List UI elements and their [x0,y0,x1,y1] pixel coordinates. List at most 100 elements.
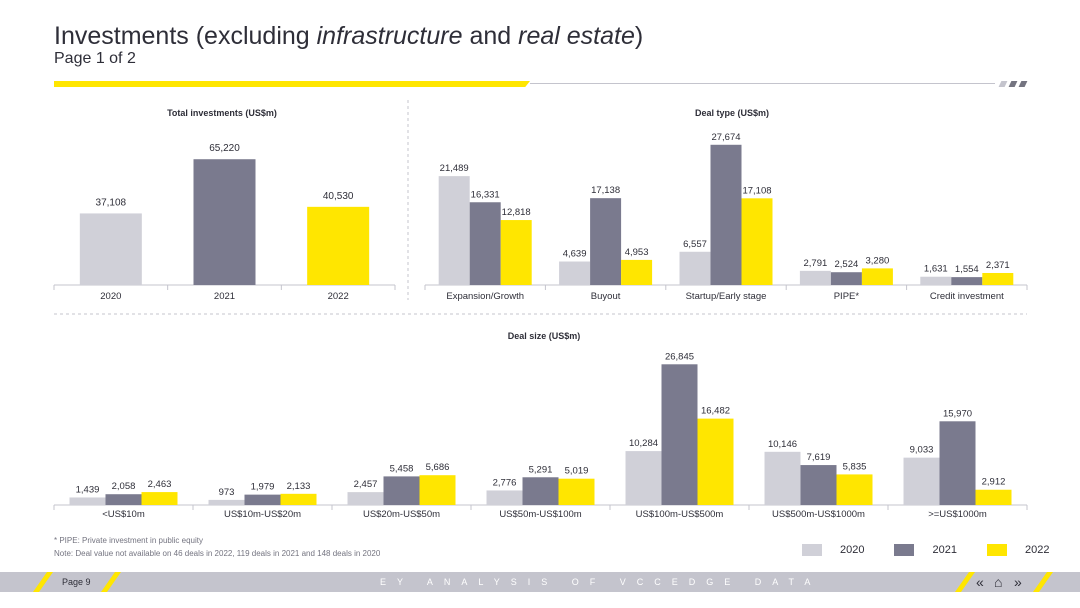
x-tick-label-expansion-growth: Expansion/Growth [446,291,524,302]
data-label-2021-us-500m-us-1000m: 7,619 [807,452,831,463]
data-label-2020-us-10m: 1,439 [76,484,100,495]
previous-page-icon[interactable]: « [976,574,984,590]
legend-label-2022: 2022 [1024,544,1050,556]
x-tick-label-2020: 2020 [100,291,121,302]
x-tick-label-us-50m-us-100m: US$50m-US$100m [499,509,581,520]
x-tick-label-buyout: Buyout [591,291,621,302]
bar-2022-buyout [621,259,653,285]
bar-2020-us-20m-us-50m [347,492,384,505]
footnote-note: Note: Deal value not available on 46 dea… [54,549,381,558]
data-label-2020-us-50m-us-100m: 2,776 [493,477,517,488]
data-label-2021-us-50m-us-100m: 5,291 [529,464,553,475]
data-label-2020-startup-early-stage: 6,557 [683,239,707,250]
bar-2020-expansion-growth [438,176,470,285]
data-label-2021-pipe: 2,524 [835,259,859,270]
legend-swatch-2020 [802,544,822,556]
chart-title: Deal size (US$m) [508,331,581,341]
bar-2020-us-100m-us-500m [625,451,662,505]
next-page-icon[interactable]: » [1014,574,1022,590]
bar-2021-pipe [830,272,862,285]
data-label-2022-us-10m: 2,463 [148,479,172,490]
bar-2022-us-1000m [975,489,1012,505]
data-label-2021-startup-early-stage: 27,674 [711,132,740,143]
bar-2020-us-500m-us-1000m [764,451,801,505]
x-tick-label-us-100m-us-500m: US$100m-US$500m [636,509,724,520]
data-label-2021-us-1000m: 15,970 [943,408,972,419]
bar-2020-us-10m-us-20m [208,499,245,505]
bar-2022-pipe [861,268,893,285]
header-rule-grey [530,83,995,84]
data-label-2020-us-100m-us-500m: 10,284 [629,438,658,449]
footnote-pipe: * PIPE: Private investment in public equ… [54,536,203,545]
bar-2021-us-10m [105,494,142,505]
data-label-2022-us-20m-us-50m: 5,686 [426,462,450,473]
data-label-2020-buyout: 4,639 [563,248,587,259]
home-icon[interactable]: ⌂ [994,574,1003,590]
page-number: Page 9 [62,577,91,587]
data-label-2020-us-500m-us-1000m: 10,146 [768,439,797,450]
chart-title: Deal type (US$m) [695,108,769,118]
footer-bar: Page 9 EY ANALYSIS OF VCCEDGE DATA « ⌂ » [0,572,1080,592]
legend-label-2021: 2021 [932,544,957,556]
bar-2020-us-10m [69,497,106,505]
charts-canvas: Total investments (US$m) 2020 37,108 2021 65… [53,100,1028,520]
bar-2022-us-50m-us-100m [558,478,595,505]
data-label-2021-us-20m-us-50m: 5,458 [390,463,414,474]
bar-2020-buyout [559,261,591,285]
bar-2021 [193,159,256,285]
data-label-2022-us-100m-us-500m: 16,482 [701,406,730,417]
x-tick-label-us-20m-us-50m: US$20m-US$50m [363,509,440,520]
bar-2022-us-100m-us-500m [697,418,734,505]
data-label-2022-us-500m-us-1000m: 5,835 [843,461,867,472]
legend-label-2020: 2020 [840,544,865,556]
bar-2020-us-50m-us-100m [486,490,523,505]
data-label-2022-buyout: 4,953 [625,247,649,258]
x-tick-label-us-1000m: >=US$1000m [928,509,987,520]
data-label-2021-us-10m: 2,058 [112,481,136,492]
header-rule-yellow [54,81,530,87]
bar-2022 [307,206,370,285]
x-tick-label-credit-investment: Credit investment [930,291,1004,302]
data-label-2022-us-10m-us-20m: 2,133 [287,481,311,492]
footer-slash [1032,572,1054,592]
x-tick-label-2021: 2021 [214,291,235,302]
data-label-2022-startup-early-stage: 17,108 [742,185,771,196]
data-label-2022-expansion-growth: 12,818 [502,207,531,218]
bar-2022-credit-investment [982,272,1014,285]
chart-title: Total investments (US$m) [167,108,277,118]
x-tick-label-us-10m-us-20m: US$10m-US$20m [224,509,301,520]
bar-2022-us-10m-us-20m [280,493,317,505]
bar-2022-us-500m-us-1000m [836,474,873,505]
bar-2021-us-50m-us-100m [522,477,559,505]
data-label-2020: 37,108 [96,197,127,208]
page-title: Investments (excluding infrastructure an… [54,22,644,50]
bar-2020 [79,213,142,285]
data-label-2022-pipe: 3,280 [866,255,890,266]
legend-swatch-2021 [894,544,915,556]
data-label-2021-credit-investment: 1,554 [955,264,979,275]
data-label-2022-us-50m-us-100m: 5,019 [565,466,589,477]
footer-slash [954,572,976,592]
bar-2021-us-500m-us-1000m [800,465,837,505]
bar-2020-startup-early-stage [679,251,711,285]
bar-2022-us-20m-us-50m [419,475,456,505]
x-tick-label-pipe: PIPE* [834,291,860,302]
data-label-2022-credit-investment: 2,371 [986,260,1010,271]
x-tick-label-startup-early-stage: Startup/Early stage [686,291,767,302]
data-label-2022-us-1000m: 2,912 [982,477,1006,488]
x-tick-label-2022: 2022 [328,291,349,302]
bar-2021-us-10m-us-20m [244,494,281,505]
data-label-2020-us-1000m: 9,033 [910,445,934,456]
footer-slash [100,572,122,592]
data-label-2020-us-10m-us-20m: 973 [219,487,235,498]
legend: 2020 2021 2022 [802,544,1049,556]
bar-2021-credit-investment [951,277,983,285]
footer-slash [32,572,54,592]
x-tick-label-us-10m: <US$10m [102,509,145,520]
bar-2022-us-10m [141,492,178,505]
legend-swatch-2022 [986,544,1007,556]
data-label-2021-buyout: 17,138 [591,185,620,196]
page-subtitle: Page 1 of 2 [54,50,136,67]
data-label-2021-us-10m-us-20m: 1,979 [251,482,275,493]
data-label-2021: 65,220 [209,143,240,154]
